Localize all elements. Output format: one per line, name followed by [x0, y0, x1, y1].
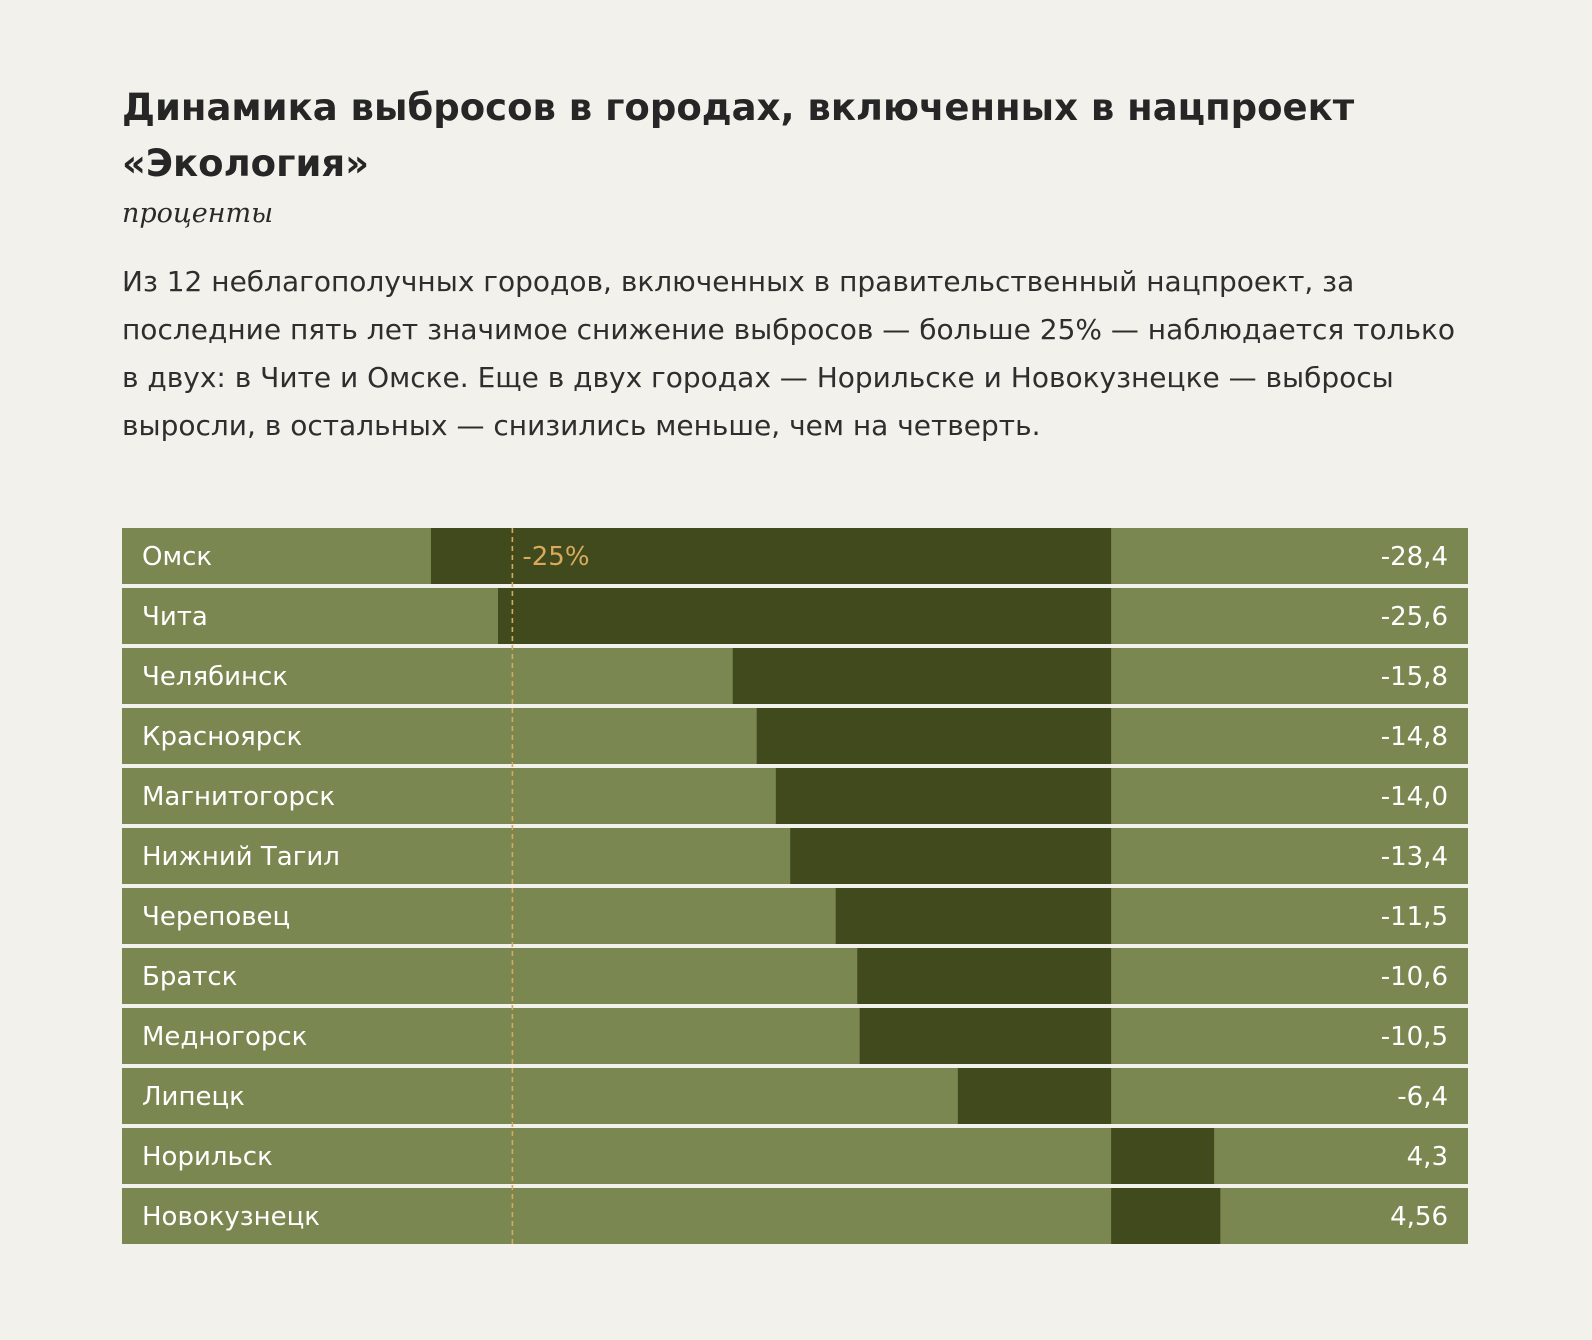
category-label: Медногорск — [142, 1022, 307, 1052]
chart-header: Динамика выбросов в городах, включенных … — [122, 80, 1472, 450]
chart-subtitle: проценты — [122, 198, 274, 229]
value-label: -13,4 — [1381, 842, 1448, 872]
value-label: -28,4 — [1381, 542, 1448, 572]
bar — [1111, 1188, 1221, 1244]
category-label: Красноярск — [142, 722, 302, 752]
value-label: -14,0 — [1381, 782, 1448, 812]
category-label: Норильск — [142, 1142, 273, 1172]
value-label: -25,6 — [1381, 602, 1448, 632]
bar — [1111, 1128, 1215, 1184]
bar — [732, 648, 1112, 704]
row-background — [122, 1008, 1468, 1064]
category-label: Братск — [142, 962, 237, 992]
value-label: 4,56 — [1390, 1202, 1448, 1232]
row-background — [122, 1068, 1468, 1124]
category-label: Нижний Тагил — [142, 842, 340, 872]
bar — [775, 768, 1112, 824]
bar-chart-svg: Омск -28,4 Чита -25,6 Челябинск -15,8 Краснояр… — [122, 528, 1468, 1248]
value-label: 4,3 — [1407, 1142, 1448, 1172]
category-label: Новокузнецк — [142, 1202, 320, 1232]
value-label: -11,5 — [1381, 902, 1448, 932]
chart-title: Динамика выбросов в городах, включенных … — [122, 86, 1355, 185]
row-background — [122, 948, 1468, 1004]
bar — [835, 888, 1112, 944]
bar — [790, 828, 1112, 884]
row-background — [122, 1188, 1468, 1244]
chart-lead-text: Из 12 неблагополучных городов, включенны… — [122, 265, 1456, 442]
row-background — [122, 888, 1468, 944]
value-label: -6,4 — [1397, 1082, 1448, 1112]
value-label: -15,8 — [1381, 662, 1448, 692]
value-label: -10,6 — [1381, 962, 1448, 992]
row-background — [122, 1128, 1468, 1184]
category-label: Череповец — [142, 902, 290, 932]
bar — [857, 948, 1112, 1004]
bar — [859, 1008, 1112, 1064]
bar — [430, 528, 1112, 584]
category-label: Липецк — [142, 1082, 245, 1112]
value-label: -10,5 — [1381, 1022, 1448, 1052]
category-label: Магнитогорск — [142, 782, 335, 812]
bar — [957, 1068, 1112, 1124]
reference-line-label: -25% — [522, 542, 589, 572]
bar — [498, 588, 1112, 644]
value-label: -14,8 — [1381, 722, 1448, 752]
bar-chart: Омск -28,4 Чита -25,6 Челябинск -15,8 Краснояр… — [122, 528, 1468, 1248]
category-label: Чита — [142, 602, 208, 632]
bar — [756, 708, 1112, 764]
category-label: Омск — [142, 542, 212, 572]
category-label: Челябинск — [142, 662, 288, 692]
